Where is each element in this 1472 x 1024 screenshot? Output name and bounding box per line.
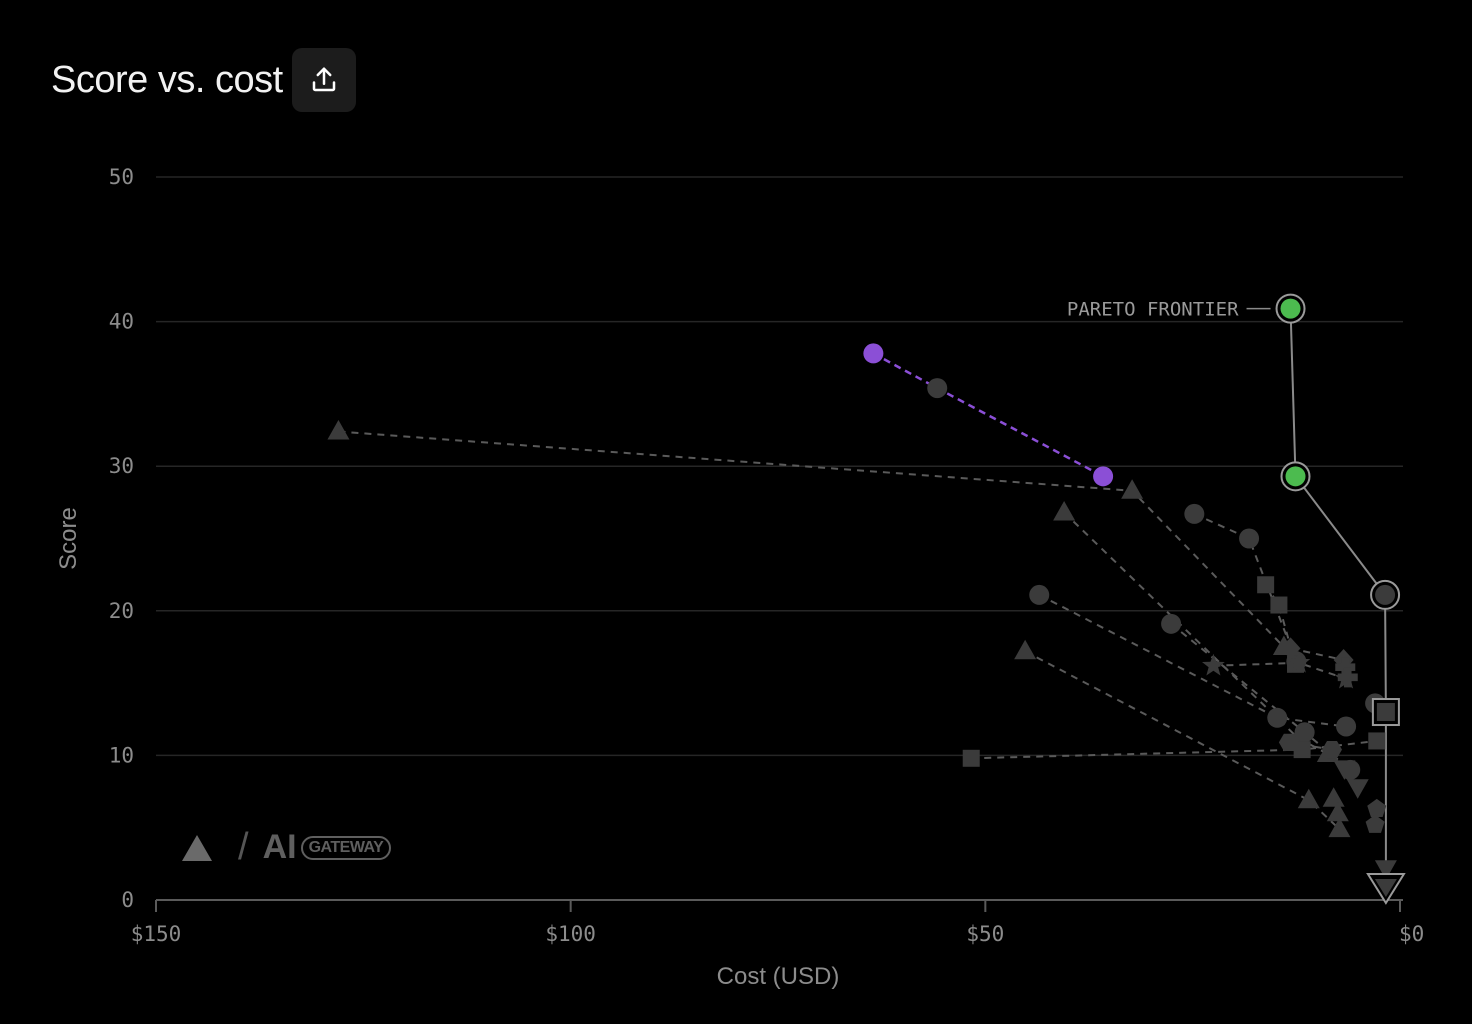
- series-2-point-0: [1053, 500, 1076, 521]
- share-button[interactable]: [291, 48, 356, 112]
- series-7-point-1: [1293, 741, 1311, 759]
- highlighted-point-0: [863, 343, 884, 364]
- pareto-frontier-label: PARETO FRONTIER: [1067, 299, 1239, 321]
- series-9-point-0: [1280, 637, 1301, 660]
- series-6-point-1: [1294, 722, 1315, 743]
- series-3-point-2: [1336, 716, 1357, 737]
- series-3-point-0: [1029, 584, 1050, 605]
- y-axis-ticks: 0 10 20 30 40 50: [109, 165, 134, 912]
- highlighted-point-1: [927, 378, 948, 399]
- y-tick-label: 40: [109, 310, 134, 334]
- series-13-point-0: [1322, 787, 1345, 807]
- series-5-point-0: [1014, 639, 1037, 660]
- highlighted-point-2: [1093, 466, 1114, 487]
- brand-slash: /: [238, 826, 249, 868]
- series-12-point-1: [1346, 779, 1369, 799]
- x-tick-label: $0: [1399, 922, 1424, 946]
- triangle-logo-icon: [182, 834, 212, 861]
- series-7-point-2: [1368, 732, 1386, 750]
- pareto-point-3: [1376, 703, 1395, 722]
- series-line-0: [338, 430, 1285, 648]
- x-axis-label: Cost (USD): [717, 963, 840, 990]
- pareto-frontier-markers: [1275, 293, 1406, 905]
- series-line-1: [1193, 513, 1298, 662]
- x-tick-label: $150: [131, 922, 182, 946]
- y-tick-label: 50: [109, 165, 134, 189]
- series-10-point-0: [1335, 657, 1356, 678]
- chart-header: Score vs. cost: [51, 48, 356, 112]
- brand-badge: GATEWAY: [300, 835, 392, 860]
- series-10-point-1: [1337, 667, 1358, 688]
- x-tick-label: $100: [545, 922, 596, 946]
- series-4-point-0: [1257, 576, 1275, 594]
- pareto-annotation: PARETO FRONTIER: [1067, 299, 1271, 321]
- pareto-point-4: [1374, 878, 1397, 897]
- series-16-point-0: [1374, 860, 1397, 880]
- chart-title: Score vs. cost: [51, 58, 283, 101]
- x-axis-ticks: $150 $100 $50 $0: [131, 900, 1424, 946]
- series-line-8: [1213, 661, 1347, 680]
- series-markers: [327, 419, 1397, 880]
- pareto-point-0: [1280, 298, 1301, 319]
- series-11-point-0: [1278, 733, 1299, 752]
- series-lines: [338, 430, 1378, 830]
- series-5-point-1: [1297, 788, 1320, 809]
- series-line-5: [1024, 650, 1341, 830]
- series-line-3: [1038, 594, 1347, 728]
- highlighted-series-markers: [863, 343, 1114, 487]
- series-line-9: [1290, 647, 1344, 661]
- series-1-point-0: [1184, 503, 1205, 524]
- x-tick-label: $50: [966, 922, 1004, 946]
- y-tick-label: 0: [121, 888, 134, 912]
- series-8-point-0: [1201, 653, 1225, 676]
- highlighted-line-path: [872, 352, 1104, 478]
- series-4-point-1: [1270, 596, 1288, 614]
- ai-gateway-brand: / AI GATEWAY: [180, 826, 392, 869]
- series-14-point-1: [1365, 814, 1385, 833]
- gridlines: [156, 176, 1403, 757]
- brand-name: AI: [262, 828, 297, 866]
- series-12-point-0: [1333, 760, 1356, 780]
- series-8-point-1: [1287, 650, 1311, 673]
- share-upload-icon: [312, 67, 335, 92]
- y-tick-label: 10: [109, 743, 134, 767]
- series-3-point-1: [1267, 707, 1288, 728]
- series-14-point-0: [1367, 798, 1387, 817]
- series-0-point-1: [1121, 479, 1144, 499]
- pareto-point-1: [1285, 466, 1306, 487]
- highlighted-series-line: [872, 352, 1104, 478]
- series-line-2: [1063, 511, 1329, 755]
- series-11-point-1: [1321, 740, 1342, 759]
- pareto-point-2: [1375, 584, 1396, 605]
- series-1-point-1: [1239, 528, 1260, 549]
- series-6-point-0: [1161, 613, 1182, 634]
- series-7-point-0: [962, 749, 980, 767]
- y-tick-label: 30: [109, 454, 134, 478]
- series-13-point-1: [1326, 801, 1349, 822]
- y-tick-label: 20: [109, 599, 134, 623]
- y-axis-label: Score: [55, 507, 82, 570]
- series-0-point-0: [327, 419, 350, 440]
- series-5-point-2: [1328, 817, 1351, 838]
